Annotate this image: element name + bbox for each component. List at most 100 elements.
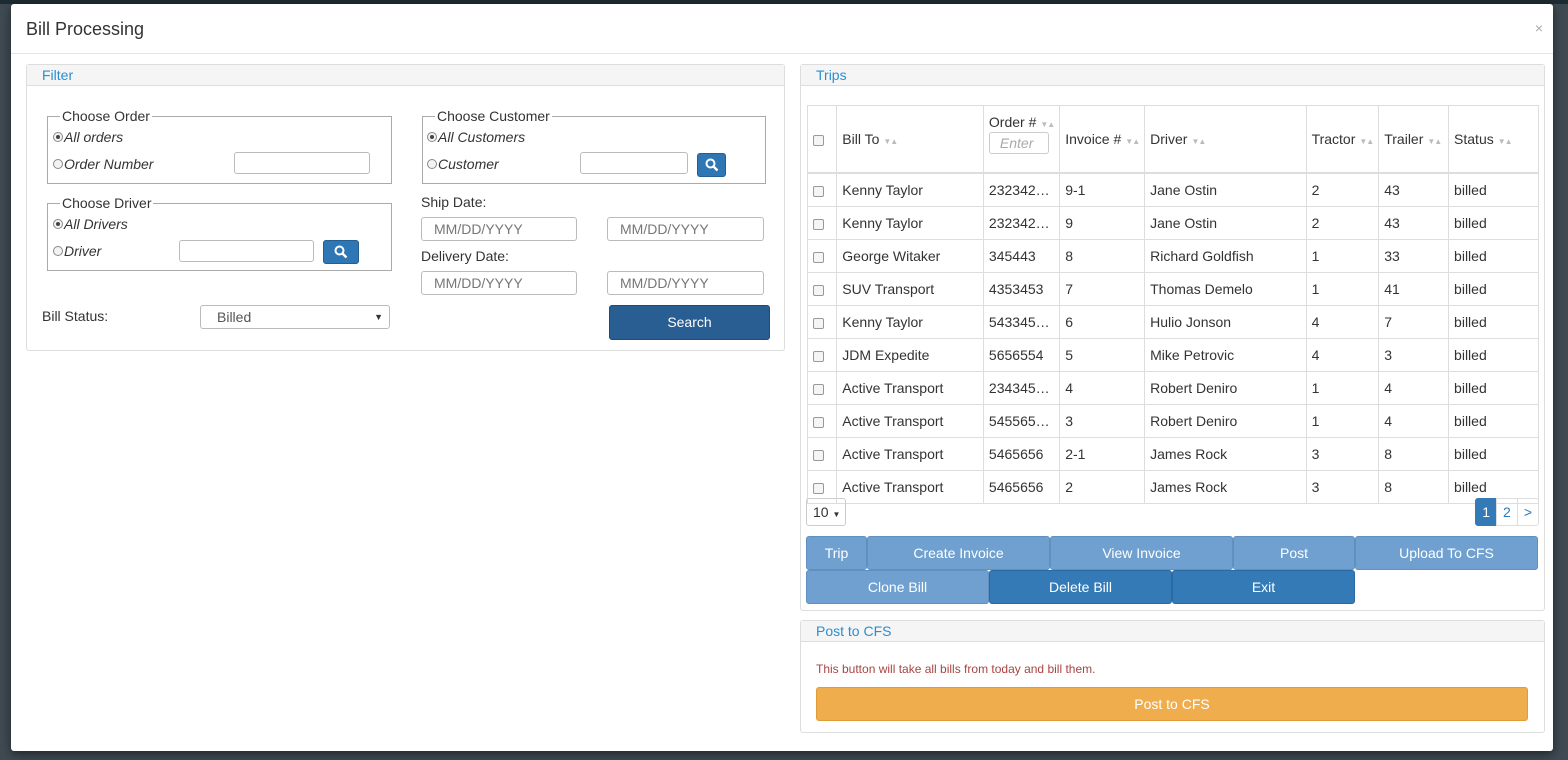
col-bill-to[interactable]: Bill To ▼▲ <box>836 105 984 174</box>
order-number-input[interactable] <box>234 152 370 174</box>
select-all-cell <box>806 105 838 174</box>
page-size-select[interactable]: 10 ▼ <box>806 498 846 526</box>
ship-date-label: Ship Date: <box>421 194 487 210</box>
driver-input[interactable] <box>179 240 314 262</box>
ship-date-from-input[interactable]: MM/DD/YYYY <box>421 217 577 241</box>
col-status[interactable]: Status ▼▲ <box>1448 105 1539 174</box>
post-button[interactable]: Post <box>1233 536 1355 570</box>
row-checkbox[interactable] <box>813 449 824 461</box>
clone-bill-button[interactable]: Clone Bill <box>806 570 989 604</box>
sort-icon: ▼▲ <box>1125 137 1140 146</box>
row-checkbox[interactable] <box>813 482 824 494</box>
filter-panel: Filter Choose Order All orders Order Num… <box>26 64 785 351</box>
close-icon[interactable]: × <box>1534 20 1543 36</box>
all-customers-label: All Customers <box>438 129 526 145</box>
search-button[interactable]: Search <box>609 305 770 340</box>
customer-label: Customer <box>438 156 499 172</box>
choose-customer-legend: Choose Customer <box>437 108 550 124</box>
table-row[interactable]: Active Transport 5465656 2 James Rock 3 8 bill… <box>806 470 1539 504</box>
table-header-row: Bill To ▼▲ Order # ▼▲ Enter Invoice # ▼▲ Dr… <box>806 105 1539 174</box>
radio-unchecked-icon[interactable] <box>53 159 63 169</box>
row-checkbox[interactable] <box>813 218 824 230</box>
delete-bill-button[interactable]: Delete Bill <box>989 570 1172 604</box>
order-number-radio[interactable]: Order Number <box>53 156 153 172</box>
order-number-label: Order Number <box>64 156 154 172</box>
trips-panel: Trips Bill To ▼▲ Order # ▼▲ Enter Invoice … <box>800 64 1545 611</box>
table-row[interactable]: Kenny Taylor 543345… 6 Hulio Jonson 4 7 billed <box>806 305 1539 339</box>
ship-date-to-input[interactable]: MM/DD/YYYY <box>607 217 764 241</box>
modal-header: Bill Processing × <box>11 4 1553 54</box>
page-2-button[interactable]: 2 <box>1496 498 1518 526</box>
choose-driver-legend: Choose Driver <box>62 195 152 211</box>
pagination: 1 2 > <box>1475 498 1539 526</box>
col-trailer[interactable]: Trailer ▼▲ <box>1378 105 1450 174</box>
search-icon <box>334 245 348 259</box>
row-checkbox[interactable] <box>813 251 824 263</box>
post-to-cfs-heading: Post to CFS <box>801 621 1544 642</box>
choose-customer-group: Choose Customer <box>422 108 766 184</box>
post-to-cfs-button[interactable]: Post to CFS <box>816 687 1528 721</box>
table-row[interactable]: Active Transport 5465656 2-1 James Rock 3 8 bi… <box>806 437 1539 471</box>
filter-heading: Filter <box>27 65 784 86</box>
customer-input[interactable] <box>580 152 688 174</box>
next-page-button[interactable]: > <box>1516 498 1539 526</box>
row-checkbox[interactable] <box>813 383 824 395</box>
row-checkbox[interactable] <box>813 350 824 362</box>
customer-radio[interactable]: Customer <box>427 156 499 172</box>
select-all-checkbox[interactable] <box>813 134 824 146</box>
sort-icon: ▼▲ <box>1497 137 1513 146</box>
customer-search-button[interactable] <box>697 153 726 177</box>
order-filter-input[interactable]: Enter <box>988 132 1049 154</box>
table-row[interactable]: Active Transport 545565… 3 Robert Deniro 1 4 b… <box>806 404 1539 438</box>
sort-icon: ▼▲ <box>1427 137 1442 146</box>
col-invoice[interactable]: Invoice # ▼▲ <box>1059 105 1146 174</box>
table-row[interactable]: JDM Expedite 5656554 5 Mike Petrovic 4 3 bille… <box>806 338 1539 372</box>
row-checkbox[interactable] <box>813 185 824 197</box>
bill-status-select[interactable]: Billed ▼ <box>200 305 390 329</box>
col-driver[interactable]: Driver ▼▲ <box>1144 105 1307 174</box>
caret-down-icon: ▼ <box>374 312 383 322</box>
trips-table: Bill To ▼▲ Order # ▼▲ Enter Invoice # ▼▲ Dr… <box>806 105 1539 504</box>
all-customers-radio[interactable]: All Customers <box>427 129 525 145</box>
upload-to-cfs-button[interactable]: Upload To CFS <box>1355 536 1538 570</box>
all-orders-radio[interactable]: All orders <box>53 129 123 145</box>
delivery-date-from-input[interactable]: MM/DD/YYYY <box>421 271 577 295</box>
radio-checked-icon[interactable] <box>53 132 63 142</box>
radio-unchecked-icon[interactable] <box>427 159 437 169</box>
page-1-button[interactable]: 1 <box>1475 498 1498 526</box>
post-to-cfs-panel: Post to CFS This button will take all bi… <box>800 620 1545 733</box>
driver-label: Driver <box>64 243 102 259</box>
radio-checked-icon[interactable] <box>427 132 437 142</box>
table-row[interactable]: Kenny Taylor 232342… 9 Jane Ostin 2 43 billed <box>806 206 1539 240</box>
all-drivers-label: All Drivers <box>64 216 128 232</box>
table-row[interactable]: Kenny Taylor 232342… 9-1 Jane Ostin 2 43 bille… <box>806 172 1539 207</box>
exit-button[interactable]: Exit <box>1172 570 1355 604</box>
create-invoice-button[interactable]: Create Invoice <box>867 536 1050 570</box>
row-checkbox[interactable] <box>813 416 824 428</box>
col-tractor[interactable]: Tractor ▼▲ <box>1305 105 1380 174</box>
bill-status-label: Bill Status: <box>42 308 109 324</box>
search-icon <box>705 158 719 172</box>
table-row[interactable]: SUV Transport 4353453 7 Thomas Demelo 1 41 bil… <box>806 272 1539 306</box>
caret-down-icon: ▼ <box>832 510 841 519</box>
choose-order-legend: Choose Order <box>62 108 150 124</box>
table-row[interactable]: George Witaker 345443 8 Richard Goldfish 1 33… <box>806 239 1539 273</box>
sort-icon: ▼▲ <box>883 137 898 146</box>
row-checkbox[interactable] <box>813 284 824 296</box>
radio-checked-icon[interactable] <box>53 219 63 229</box>
view-invoice-button[interactable]: View Invoice <box>1050 536 1233 570</box>
radio-unchecked-icon[interactable] <box>53 246 63 256</box>
driver-radio[interactable]: Driver <box>53 243 101 259</box>
row-checkbox[interactable] <box>813 317 824 329</box>
background-topbar <box>0 0 1568 4</box>
post-to-cfs-note: This button will take all bills from tod… <box>816 662 1096 676</box>
driver-search-button[interactable] <box>323 240 359 264</box>
all-drivers-radio[interactable]: All Drivers <box>53 216 128 232</box>
col-order[interactable]: Order # ▼▲ Enter <box>982 105 1061 174</box>
modal-title: Bill Processing <box>26 19 145 39</box>
trip-button[interactable]: Trip <box>806 536 867 570</box>
trips-heading: Trips <box>801 65 1544 86</box>
delivery-date-to-input[interactable]: MM/DD/YYYY <box>607 271 764 295</box>
sort-icon: ▼▲ <box>1359 137 1374 146</box>
table-row[interactable]: Active Transport 234345… 4 Robert Deniro 1 4 b… <box>806 371 1539 405</box>
